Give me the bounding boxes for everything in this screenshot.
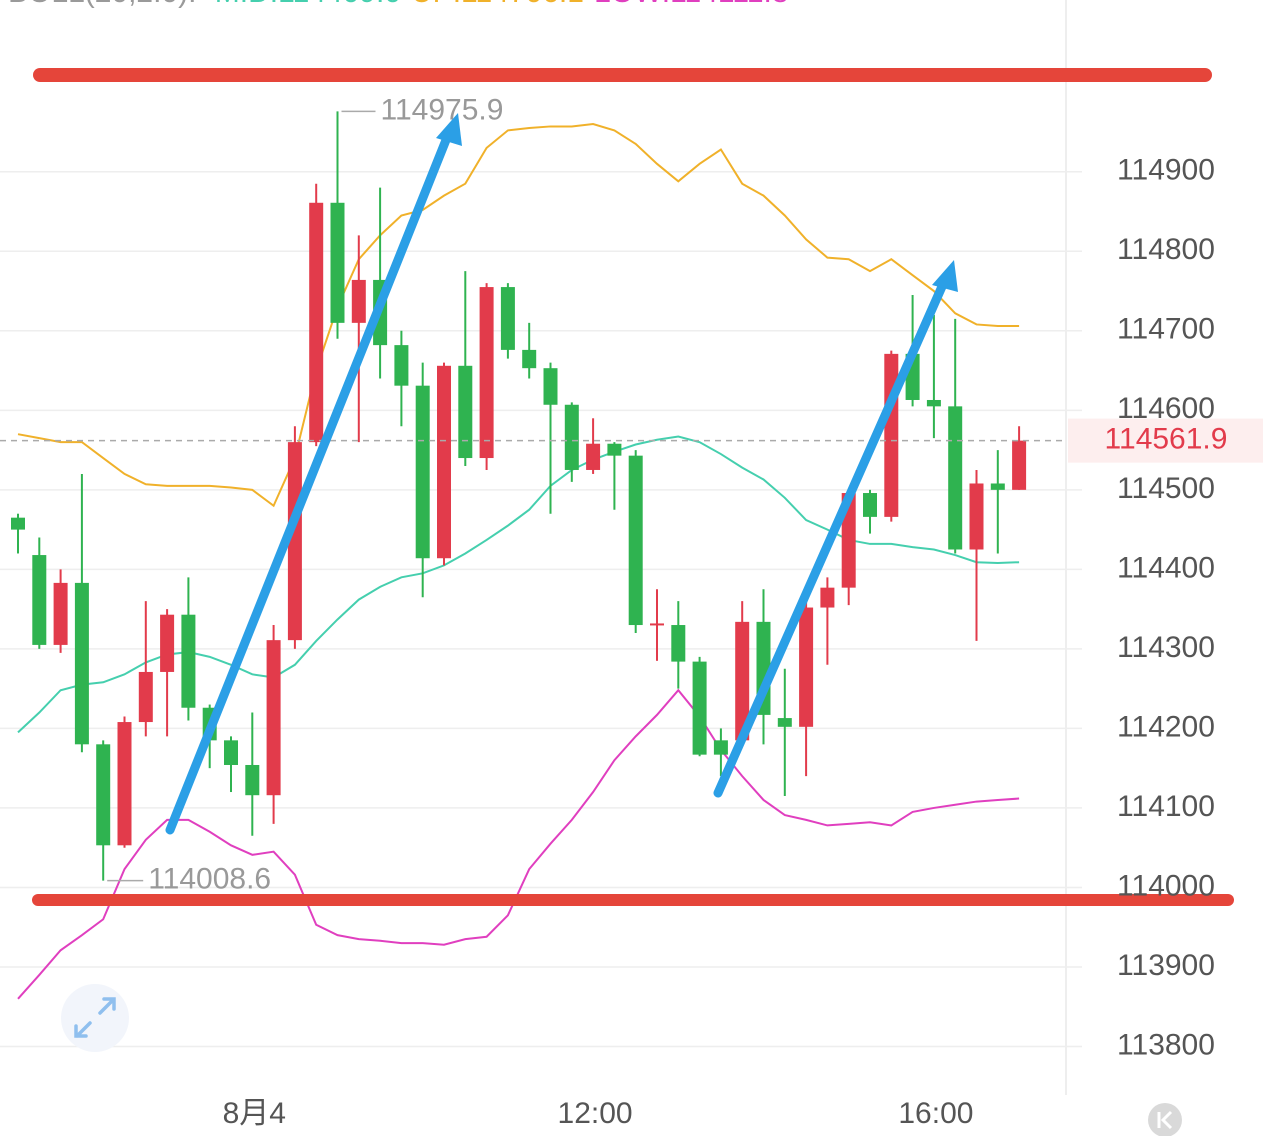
candle-body — [74, 582, 89, 745]
candle-body — [415, 385, 430, 559]
expand-button[interactable] — [61, 984, 129, 1052]
overlay: 114975.9 114008.6 114561.9 — [0, 93, 1263, 896]
legend-value: 114706.1 — [461, 0, 584, 9]
y-tick-label: 114800 — [1117, 233, 1215, 266]
candle-body — [437, 365, 451, 559]
y-tick-label: 114900 — [1117, 154, 1215, 187]
candle-body — [181, 614, 196, 708]
y-tick-label: 114000 — [1117, 869, 1215, 902]
candle-body — [96, 744, 111, 846]
kline-button[interactable] — [1148, 1103, 1182, 1136]
candle-body — [948, 406, 963, 550]
y-tick-label: 114100 — [1117, 790, 1215, 823]
candle-body — [287, 442, 302, 641]
candle-body — [500, 287, 515, 350]
candle-body — [11, 517, 25, 530]
candle-body — [53, 582, 68, 645]
x-tick-label: 8月4 — [223, 1097, 286, 1130]
x-tick-label: 16:00 — [898, 1097, 973, 1130]
arrow — [713, 277, 949, 798]
candle-body — [863, 493, 877, 517]
expand-icon — [74, 997, 116, 1038]
candle-body — [692, 661, 707, 755]
legend-name: LOW: — [594, 0, 670, 9]
grid — [0, 171, 1082, 1048]
legend-name: UP: — [411, 0, 461, 9]
legend-value: 114409.0 — [278, 0, 401, 9]
candle-body — [309, 202, 324, 443]
arrow-head — [932, 260, 958, 292]
candle-body — [1012, 440, 1027, 490]
candle-body — [735, 621, 750, 741]
arrow-head — [436, 113, 462, 146]
candle-body — [671, 625, 686, 662]
candle-body — [394, 345, 409, 386]
candle-body — [224, 740, 238, 765]
candle-body — [522, 349, 537, 369]
legend-value: 114111.8 — [670, 0, 788, 9]
candle-body — [713, 740, 728, 755]
band-line — [17, 435, 1020, 734]
indicator-label: BOLL(20,2.0): — [8, 0, 196, 9]
y-tick-label: 114500 — [1117, 472, 1215, 505]
candle-body — [330, 202, 345, 323]
candle-body — [160, 614, 175, 672]
candle-body — [650, 623, 664, 626]
candle-body — [628, 455, 643, 626]
y-tick-label: 114600 — [1117, 392, 1215, 425]
candles — [11, 111, 1027, 881]
candle-body — [117, 722, 132, 846]
candle-body — [777, 718, 792, 727]
candle-body — [841, 493, 856, 588]
last-price-label: 114561.9 — [1105, 423, 1228, 456]
candle-body — [926, 399, 941, 407]
indicator-legend: BOLL(20,2.0): MID:114409.0 UP:114706.1 LOW… — [8, 0, 789, 9]
y-tick-label: 114200 — [1117, 710, 1215, 743]
y-tick-label: 113800 — [1117, 1028, 1215, 1061]
candle-body — [138, 671, 153, 723]
candle-body — [820, 587, 835, 608]
band-line — [17, 688, 1020, 1000]
last-price-bg — [1068, 418, 1263, 463]
candle-body — [990, 483, 1005, 490]
candle-body — [564, 404, 579, 470]
candle-body — [969, 483, 984, 550]
high-label: 114975.9 — [381, 93, 504, 126]
arrow — [165, 130, 453, 835]
candle-body — [479, 287, 494, 459]
candle-body — [458, 365, 473, 459]
candle-body — [266, 640, 281, 796]
candle-body — [884, 353, 899, 517]
band-line — [17, 123, 1020, 508]
y-tick-label: 113900 — [1117, 949, 1215, 982]
candle-body — [543, 368, 558, 405]
kline-icon — [1157, 1110, 1173, 1130]
y-tick-label: 114400 — [1117, 551, 1215, 584]
candle-body — [32, 555, 47, 645]
y-tick-label: 114700 — [1117, 313, 1215, 346]
candle-body — [799, 607, 814, 727]
y-tick-label: 114300 — [1117, 631, 1215, 664]
button-bg — [61, 984, 129, 1052]
low-label: 114008.6 — [148, 863, 271, 896]
candle-body — [607, 443, 622, 456]
candle-body — [586, 443, 601, 470]
x-tick-label: 12:00 — [558, 1097, 633, 1130]
trend-arrows — [165, 113, 958, 835]
candle-body — [351, 279, 366, 323]
candle-body — [245, 764, 260, 796]
legend-name: MID: — [215, 0, 278, 9]
